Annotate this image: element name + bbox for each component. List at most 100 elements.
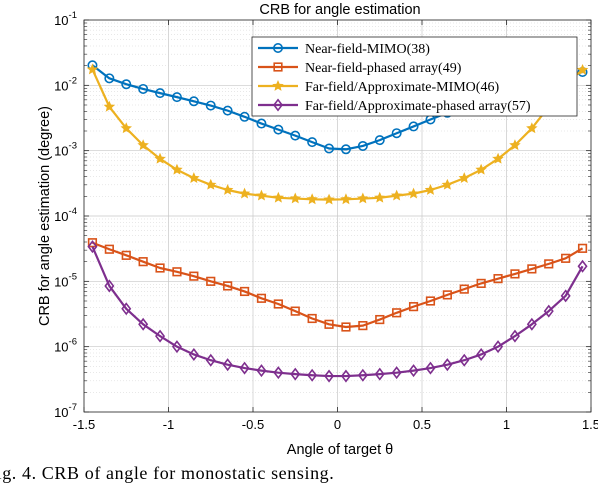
data-point — [526, 122, 538, 134]
data-point — [256, 364, 267, 378]
data-point — [424, 183, 437, 195]
data-point — [171, 340, 182, 354]
data-point — [103, 100, 116, 112]
figure-caption: Fig. 4. CRB of angle for monostatic sens… — [0, 463, 335, 483]
data-point — [273, 124, 284, 135]
y-tick-label: 10-3 — [54, 141, 77, 159]
y-tick-exponent: -5 — [69, 271, 77, 282]
data-point — [205, 353, 216, 367]
data-point — [188, 347, 199, 361]
data-point — [121, 79, 132, 90]
x-tick-label: 0.5 — [413, 417, 431, 432]
data-point — [374, 135, 385, 146]
data-point — [205, 100, 216, 111]
data-point — [577, 259, 588, 273]
data-point — [509, 139, 521, 151]
data-point — [357, 192, 369, 204]
data-point — [458, 172, 470, 183]
data-point — [543, 304, 554, 318]
data-point — [221, 183, 234, 195]
x-tick-label: -0.5 — [242, 417, 264, 432]
data-point — [357, 140, 368, 151]
data-point — [492, 152, 504, 164]
data-point — [256, 293, 267, 303]
legend-entry: Far-field/Approximate-phased array(57) — [258, 98, 531, 114]
data-point — [86, 63, 99, 75]
chart-title: CRB for angle estimation — [259, 2, 420, 18]
series-3 — [86, 63, 589, 205]
data-point — [239, 361, 250, 375]
data-point — [239, 286, 250, 297]
data-point — [255, 189, 268, 201]
data-point — [544, 259, 554, 269]
data-point — [340, 369, 351, 383]
y-tick-exponent: -4 — [69, 206, 77, 217]
data-point — [324, 143, 335, 154]
data-point — [527, 264, 537, 274]
data-point — [171, 92, 182, 103]
data-point — [526, 317, 537, 331]
data-point — [374, 367, 385, 381]
data-point — [476, 278, 486, 288]
data-point — [104, 244, 114, 254]
data-point — [307, 368, 318, 382]
data-point — [576, 63, 589, 75]
data-point — [154, 152, 166, 164]
data-point — [391, 128, 402, 139]
data-point — [272, 191, 285, 203]
data-point — [459, 353, 470, 367]
data-point — [375, 314, 385, 325]
y-tick-exponent: -7 — [69, 402, 77, 413]
data-point — [442, 358, 453, 372]
legend-marker — [272, 79, 284, 91]
x-tick-label: 0 — [334, 417, 341, 432]
x-tick-label: -1 — [163, 417, 175, 432]
data-point — [222, 105, 233, 116]
legend: Near-field-MIMO(38) Near-field-phased arr… — [251, 36, 578, 117]
data-point — [290, 367, 301, 381]
data-point — [324, 369, 335, 383]
data-point — [425, 296, 436, 306]
data-point — [407, 187, 420, 199]
legend-marker — [273, 62, 283, 72]
data-point — [104, 279, 115, 293]
data-point — [172, 267, 182, 277]
data-point — [561, 253, 571, 263]
legend-label: Far-field/Approximate-MIMO(46) — [305, 80, 499, 95]
x-tick-label: 1.5 — [582, 417, 598, 432]
data-point — [340, 193, 352, 205]
data-point — [408, 302, 419, 312]
data-point — [155, 88, 166, 99]
legend-box — [251, 36, 578, 117]
data-point — [306, 193, 318, 205]
y-tick-exponent: -1 — [69, 10, 77, 21]
legend-marker — [272, 98, 284, 112]
data-point — [307, 137, 318, 148]
legend-entry: Near-field-MIMO(38) — [258, 42, 430, 57]
data-point — [391, 366, 402, 380]
data-point — [256, 118, 267, 129]
y-tick-label: 10-1 — [54, 10, 77, 28]
data-point — [307, 313, 317, 324]
data-point — [493, 274, 503, 284]
data-point — [188, 96, 199, 107]
data-point — [441, 178, 454, 190]
data-point — [577, 243, 588, 253]
legend-entry: Far-field/Approximate-MIMO(46) — [258, 79, 499, 95]
data-point — [408, 364, 419, 378]
data-point — [357, 368, 368, 382]
y-tick-label: 10-6 — [54, 337, 77, 355]
data-point — [206, 276, 216, 286]
data-point — [138, 257, 148, 267]
data-point — [273, 299, 283, 309]
y-tick-exponent: -3 — [69, 141, 77, 152]
legend-label: Near-field-MIMO(38) — [305, 42, 430, 57]
data-point — [273, 366, 284, 380]
data-point — [239, 111, 250, 122]
data-point — [137, 139, 149, 151]
data-point — [189, 271, 199, 281]
axes: -1.5 -1 -0.5 0 0.5 1 1.510-710-610-510-410-310… — [54, 10, 598, 432]
data-point — [560, 289, 571, 303]
data-point — [205, 178, 217, 190]
data-point — [509, 329, 520, 343]
